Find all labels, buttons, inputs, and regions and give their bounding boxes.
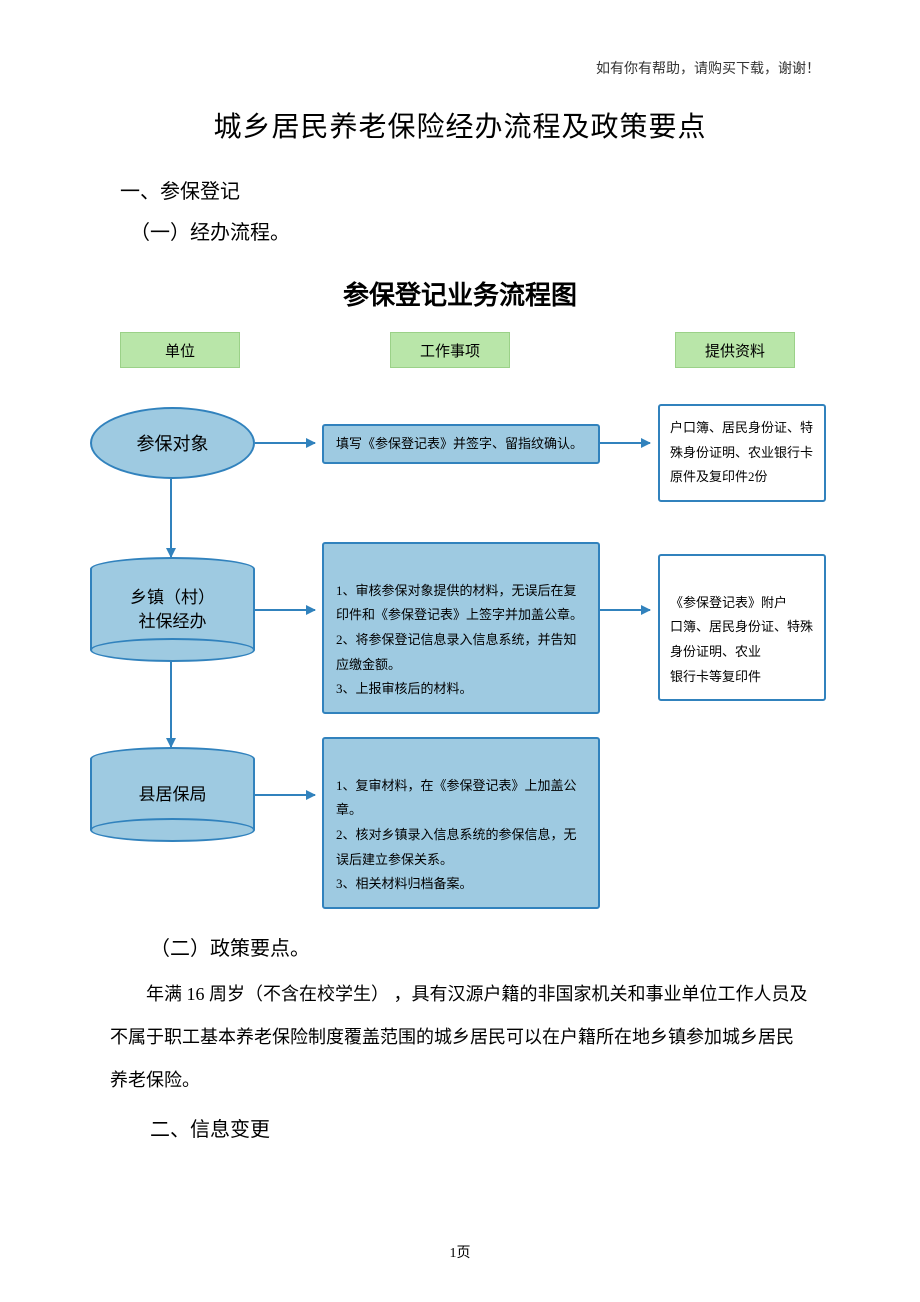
section-1-2-heading: （二）政策要点。 <box>150 932 830 961</box>
flowchart-container: 单位 工作事项 提供资料 参保对象 填写《参保登记表》并签字、留指纹确认。 户口… <box>90 332 830 912</box>
material-1-text: 户口簿、居民身份证、特殊身份证明、农业银行卡原件及复印件2份 <box>670 420 813 484</box>
node-county: 县居保局 <box>90 747 255 842</box>
node-applicant: 参保对象 <box>90 407 255 479</box>
material-box-1: 户口簿、居民身份证、特殊身份证明、农业银行卡原件及复印件2份 <box>658 404 826 502</box>
task-3-text: 1、复审材料，在《参保登记表》上加盖公章。 2、核对乡镇录入信息系统的参保信息，… <box>336 778 577 892</box>
policy-paragraph: 年满 16 周岁（不含在校学生） ，具有汉源户籍的非国家机关和事业单位工作人员及… <box>110 973 810 1103</box>
col-header-material: 提供资料 <box>675 332 795 368</box>
arrow-applicant-task <box>255 442 315 444</box>
document-title: 城乡居民养老保险经办流程及政策要点 <box>90 105 830 145</box>
task-2-text: 1、审核参保对象提供的材料，无误后在复印件和《参保登记表》上签字并加盖公章。 2… <box>336 583 583 697</box>
col-header-task: 工作事项 <box>390 332 510 368</box>
section-1-1-heading: （一）经办流程。 <box>130 216 830 245</box>
material-2-text: 《参保登记表》附户 口簿、居民身份证、特殊身份证明、农业 银行卡等复印件 <box>670 595 813 684</box>
task-box-1: 填写《参保登记表》并签字、留指纹确认。 <box>322 424 600 464</box>
section-2-heading: 二、信息变更 <box>150 1113 830 1142</box>
arrow-task2-material <box>600 609 650 611</box>
arrow-township-task <box>255 609 315 611</box>
node-township: 乡镇（村） 社保经办 <box>90 557 255 662</box>
flowchart-title: 参保登记业务流程图 <box>90 275 830 312</box>
header-note: 如有你有帮助，请购买下载，谢谢！ <box>596 58 820 78</box>
arrow-applicant-township <box>170 479 172 557</box>
task-1-text: 填写《参保登记表》并签字、留指纹确认。 <box>336 432 583 457</box>
arrow-township-county <box>170 662 172 747</box>
page-number: 1页 <box>0 1242 920 1262</box>
section-1-heading: 一、参保登记 <box>120 175 830 204</box>
node-applicant-label: 参保对象 <box>137 430 209 456</box>
material-box-2: 《参保登记表》附户 口簿、居民身份证、特殊身份证明、农业 银行卡等复印件 <box>658 554 826 701</box>
node-county-label: 县居保局 <box>139 783 207 807</box>
arrow-task1-material <box>600 442 650 444</box>
node-township-label: 乡镇（村） 社保经办 <box>130 586 215 634</box>
col-header-unit: 单位 <box>120 332 240 368</box>
arrow-county-task <box>255 794 315 796</box>
task-box-2: 1、审核参保对象提供的材料，无误后在复印件和《参保登记表》上签字并加盖公章。 2… <box>322 542 600 714</box>
task-box-3: 1、复审材料，在《参保登记表》上加盖公章。 2、核对乡镇录入信息系统的参保信息，… <box>322 737 600 909</box>
